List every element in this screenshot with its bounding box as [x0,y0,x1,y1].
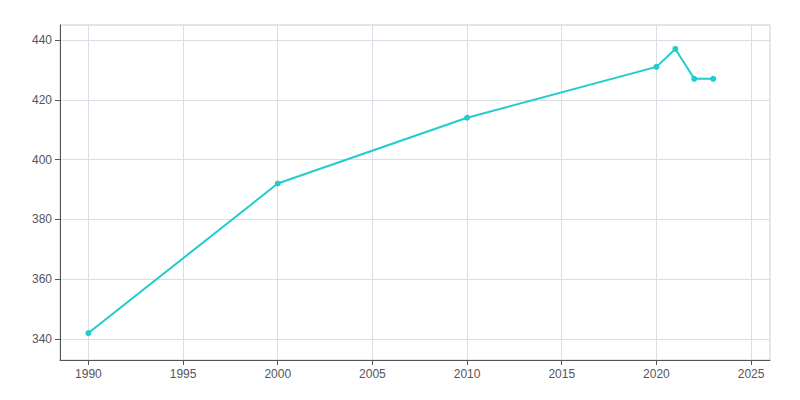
svg-text:2010: 2010 [454,367,481,381]
svg-text:1990: 1990 [75,367,102,381]
svg-text:2020: 2020 [643,367,670,381]
svg-text:2000: 2000 [264,367,291,381]
svg-text:2025: 2025 [738,367,765,381]
svg-text:1995: 1995 [170,367,197,381]
svg-text:2005: 2005 [359,367,386,381]
svg-text:440: 440 [32,33,52,47]
svg-text:360: 360 [32,272,52,286]
svg-text:400: 400 [32,153,52,167]
svg-text:2015: 2015 [548,367,575,381]
svg-text:340: 340 [32,332,52,346]
svg-text:420: 420 [32,93,52,107]
svg-text:380: 380 [32,212,52,226]
